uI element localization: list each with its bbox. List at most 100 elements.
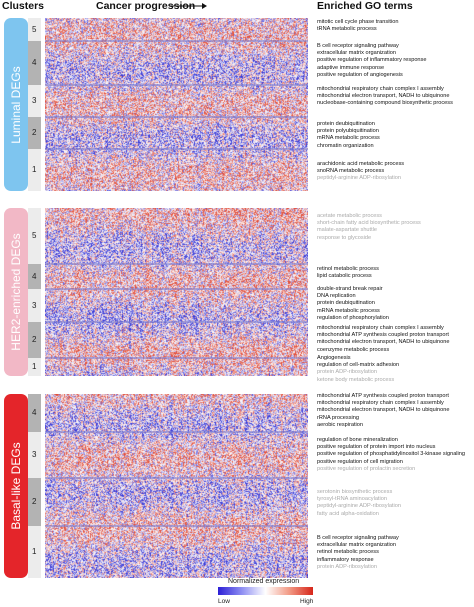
go-term: fatty acid alpha-oxidation [317, 510, 379, 517]
go-term: regulation of cell-matrix adhesion [317, 362, 400, 369]
legend-title: Normalized expression [228, 578, 300, 585]
cluster-number: 5 [32, 231, 37, 240]
go-terms-header: Enriched GO terms [317, 0, 413, 12]
cluster-number: 2 [32, 128, 37, 137]
cluster-separator [45, 84, 308, 86]
go-term: adaptive immune response [317, 64, 385, 71]
go-term: Angiogenesis [317, 355, 351, 361]
cluster-band [28, 526, 41, 578]
heatmap-basal [45, 394, 308, 578]
cluster-band [28, 208, 41, 264]
go-term: snoRNA metabolic process [317, 168, 385, 175]
group-her2-label: HER2-enriched DEGs [9, 233, 23, 351]
cluster-separator [45, 263, 308, 265]
cluster-number: 4 [32, 408, 37, 417]
go-term: DNA replication [317, 293, 356, 300]
go-term: mitochondrial respiratory chain complex … [317, 400, 444, 407]
cluster-band [28, 358, 41, 376]
cluster-band [28, 322, 41, 358]
go-term: extracellular matrix organization [317, 542, 396, 549]
cluster-separator [45, 431, 308, 433]
cluster-number: 1 [32, 165, 37, 174]
clusters-header: Clusters [2, 0, 45, 12]
cancer-progression-header: Cancer progression [96, 0, 196, 12]
go-term: positive regulation of protein import in… [317, 444, 436, 451]
go-term: rRNA processing [317, 414, 359, 421]
cluster-number: 3 [32, 300, 37, 310]
go-term: protein deubiquitination [317, 121, 375, 127]
go-term: regulation of bone mineralization [317, 437, 398, 443]
go-term: mitotic cell cycle phase transition [317, 19, 399, 25]
cluster-separator [45, 525, 308, 527]
go-term: regulation of phosphorylation [317, 314, 389, 321]
go-term: positive regulation of inflammatory resp… [317, 57, 427, 64]
cluster-number: 5 [32, 24, 37, 34]
group-luminal-label: Luminal DEGs [9, 65, 23, 144]
go-term: serotonin biosynthetic process [317, 489, 393, 495]
go-term: mitochondrial respiratory chain complex … [317, 86, 444, 92]
cluster-separator [45, 148, 308, 150]
go-term: mitochondrial ATP synthesis coupled prot… [317, 393, 449, 399]
go-term: mRNA metabolic process [317, 135, 380, 142]
cluster-band [28, 394, 41, 432]
cluster-band [28, 289, 41, 322]
cluster-band [28, 432, 41, 478]
go-term: B cell receptor signaling pathway [317, 43, 399, 49]
go-term: positive regulation of prolactin secreti… [317, 465, 416, 472]
go-term: B cell receptor signaling pathway [317, 535, 399, 541]
cluster-separator [45, 288, 308, 290]
cluster-separator [45, 477, 308, 479]
go-term: response to glycoside [317, 234, 372, 241]
cluster-band [28, 149, 41, 191]
cluster-band [28, 117, 41, 149]
go-term: retinol metabolic process [317, 266, 379, 272]
cluster-separator [45, 116, 308, 118]
heatmap-canvas [45, 18, 308, 191]
go-term: mitochondrial electron transport, NADH t… [317, 93, 450, 100]
cluster-number: 3 [32, 450, 37, 459]
cluster-band [28, 41, 41, 85]
go-term: retinol metabolic process [317, 549, 379, 556]
go-term: peptidyl-arginine ADP-ribosylation [317, 175, 401, 182]
legend-low-label: Low [218, 598, 230, 605]
cluster-number: 2 [32, 497, 37, 506]
go-term: protein ADP-ribosylation [317, 369, 378, 376]
group-luminal: Luminal DEGs [4, 18, 28, 191]
cluster-number: 3 [32, 96, 37, 105]
go-term: mitochondrial respiratory chain complex … [317, 325, 444, 331]
go-term: short-chain fatty acid biosynthetic proc… [317, 220, 421, 227]
go-term: mitochondrial ATP synthesis coupled prot… [317, 332, 449, 339]
go-term: inflammatory response [317, 556, 374, 563]
heatmap-her2 [45, 208, 308, 376]
go-term: positive regulation of angiogenesis [317, 71, 403, 78]
cluster-band [28, 18, 41, 41]
go-term: tRNA metabolic process [317, 26, 377, 33]
go-term: ketone body metabolic process [317, 376, 395, 383]
go-term: protein ADP-ribosylation [317, 563, 378, 570]
cluster-number: 2 [32, 335, 37, 344]
go-term: positive regulation of cell migration [317, 458, 403, 465]
cluster-separator [45, 321, 308, 323]
cluster-separator [45, 357, 308, 359]
go-term: protein polyubiquitination [317, 128, 379, 135]
group-her2: HER2-enriched DEGs [4, 208, 28, 376]
heatmap-canvas [45, 208, 308, 376]
go-term: mitochondrial electron transport, NADH t… [317, 407, 450, 414]
cluster-band [28, 264, 41, 289]
go-term: chromatin organization [317, 142, 374, 149]
go-term: aerobic respiration [317, 421, 364, 428]
go-term: extracellular matrix organization [317, 50, 396, 57]
cluster-number: 4 [32, 271, 37, 281]
cluster-band [28, 478, 41, 526]
go-term: positive regulation of phosphatidylinosi… [317, 451, 466, 458]
progression-arrow-icon [169, 3, 207, 9]
go-term: protein deubiquitination [317, 300, 375, 307]
go-term: coenzyme metabolic process [317, 346, 390, 353]
cluster-separator [45, 40, 308, 42]
go-term: mRNA metabolic process [317, 307, 380, 314]
group-basal-label: Basal-like DEGs [9, 442, 23, 530]
legend-color-bar [218, 587, 313, 595]
go-term: acetate metabolic process [317, 213, 382, 219]
go-term: peptidyl-arginine ADP-ribosylation [317, 503, 401, 510]
go-term: nucleobase-containing compound biosynthe… [317, 100, 453, 107]
